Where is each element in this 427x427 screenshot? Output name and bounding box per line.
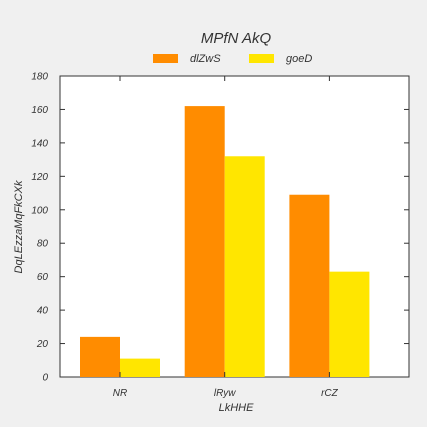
bar-goed-nr bbox=[120, 359, 160, 377]
y-tick-label: 40 bbox=[37, 306, 49, 317]
legend-swatch-goed bbox=[249, 54, 274, 63]
chart-title: MPfN AkQ bbox=[201, 30, 272, 47]
y-axis-label: DqLEzzaMqFkCXk bbox=[13, 180, 25, 273]
y-tick-label: 60 bbox=[37, 272, 49, 283]
y-tick-label: 160 bbox=[31, 105, 48, 116]
y-tick-label: 0 bbox=[42, 373, 48, 384]
x-tick-label-lryw: lRyw bbox=[214, 388, 236, 399]
x-axis-label: LkHHE bbox=[219, 402, 255, 414]
bar-dlzws-lryw bbox=[185, 106, 225, 377]
legend-label-dlzws: dlZwS bbox=[190, 53, 221, 65]
legend-label-goed: goeD bbox=[286, 53, 312, 65]
y-tick-label: 80 bbox=[37, 239, 49, 250]
y-tick-label: 120 bbox=[31, 172, 48, 183]
y-tick-label: 100 bbox=[31, 205, 48, 216]
y-tick-label: 140 bbox=[31, 138, 48, 149]
legend-swatch-dlzws bbox=[153, 54, 178, 63]
bar-dlzws-rcz bbox=[289, 195, 329, 377]
y-tick-label: 180 bbox=[31, 72, 48, 83]
y-tick-label: 20 bbox=[36, 339, 49, 350]
x-tick-label-rcz: rCZ bbox=[321, 388, 339, 399]
bar-dlzws-nr bbox=[80, 337, 120, 377]
bar-goed-rcz bbox=[329, 272, 369, 377]
legend: dlZwS goeD bbox=[153, 53, 312, 65]
bar-goed-lryw bbox=[225, 156, 265, 377]
x-tick-label-nr: NR bbox=[113, 388, 127, 399]
